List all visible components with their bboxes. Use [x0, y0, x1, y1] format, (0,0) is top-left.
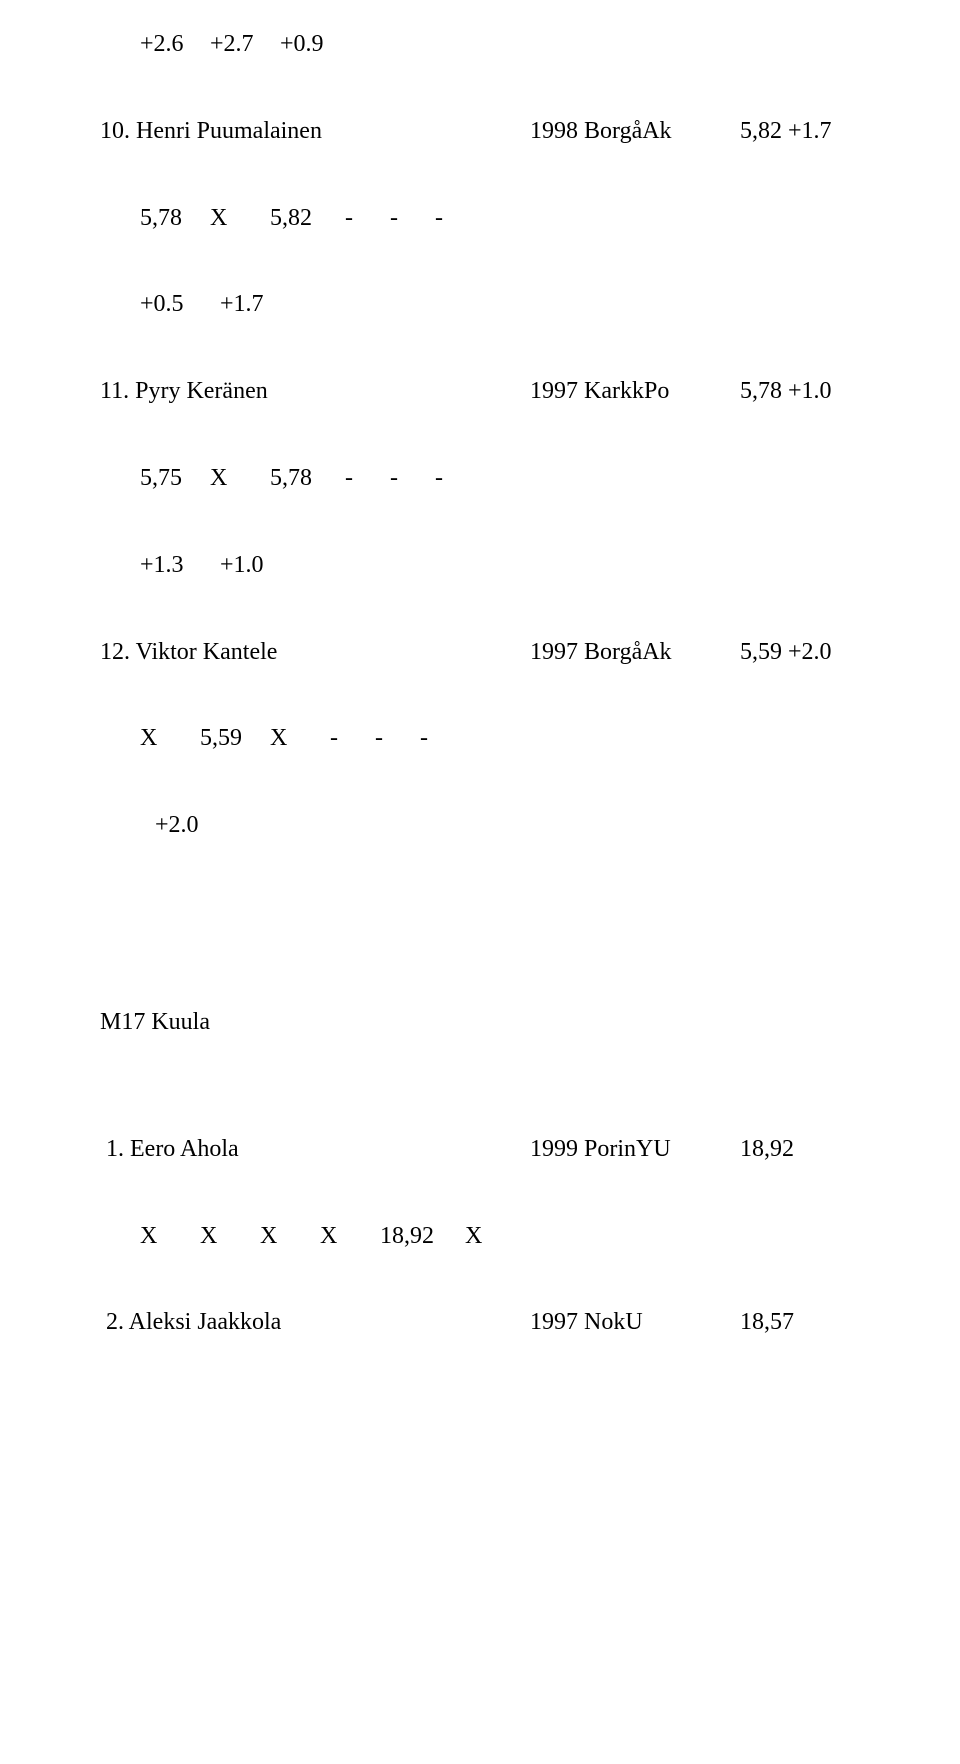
attempt-value: X — [200, 1222, 260, 1251]
attempt-value: 5,59 — [200, 724, 270, 753]
attempt-value: X — [140, 1222, 200, 1251]
rank-name: 2. Aleksi Jaakkola — [100, 1308, 530, 1337]
year-club: 1997 KarkkPo — [530, 377, 740, 406]
attempt-value: 5,78 — [270, 464, 345, 493]
attempts-row: X 5,59 X - - - — [100, 724, 860, 753]
attempt-value: X — [465, 1222, 482, 1251]
score: 18,57 — [740, 1308, 860, 1337]
result-row: 10. Henri Puumalainen 1998 BorgåAk 5,82 … — [100, 117, 860, 146]
wind-value: +2.6 — [140, 30, 210, 59]
year-club: 1998 BorgåAk — [530, 117, 740, 146]
wind-value: +0.5 — [140, 290, 220, 319]
wind-value: +2.7 — [210, 30, 280, 59]
attempt-value: 5,75 — [140, 464, 210, 493]
attempt-value: X — [210, 464, 270, 493]
score: 5,82 +1.7 — [740, 117, 860, 146]
year-club: 1997 BorgåAk — [530, 638, 740, 667]
wind-value: +1.3 — [140, 551, 220, 580]
attempts-row: 5,75 X 5,78 - - - — [100, 464, 860, 493]
attempt-value: - — [345, 204, 390, 233]
attempt-value: - — [435, 464, 455, 493]
attempts-row: X X X X 18,92 X — [100, 1222, 860, 1251]
result-row: 2. Aleksi Jaakkola 1997 NokU 18,57 — [100, 1308, 860, 1337]
rank-name: 1. Eero Ahola — [100, 1135, 530, 1164]
attempt-value: - — [345, 464, 390, 493]
score: 18,92 — [740, 1135, 860, 1164]
result-row: 12. Viktor Kantele 1997 BorgåAk 5,59 +2.… — [100, 638, 860, 667]
attempt-value: 5,82 — [270, 204, 345, 233]
year-club: 1997 NokU — [530, 1308, 740, 1337]
wind-row-top: +2.6 +2.7 +0.9 — [100, 30, 860, 59]
wind-value: +1.0 — [220, 551, 280, 580]
wind-row: +2.0 — [100, 811, 860, 840]
attempt-value: - — [435, 204, 455, 233]
score: 5,78 +1.0 — [740, 377, 860, 406]
attempt-value: - — [375, 724, 420, 753]
attempt-value: - — [420, 724, 440, 753]
attempt-value: X — [320, 1222, 380, 1251]
attempt-value: - — [390, 204, 435, 233]
score: 5,59 +2.0 — [740, 638, 860, 667]
attempt-value: X — [260, 1222, 320, 1251]
wind-row: +1.3 +1.0 — [100, 551, 860, 580]
section-title-text: M17 Kuula — [100, 1008, 210, 1037]
year-club: 1999 PorinYU — [530, 1135, 740, 1164]
attempt-value: X — [210, 204, 270, 233]
section-title: M17 Kuula — [100, 1008, 860, 1037]
rank-name: 10. Henri Puumalainen — [100, 117, 530, 146]
wind-value: +0.9 — [280, 30, 324, 59]
wind-value: +2.0 — [155, 811, 235, 840]
attempt-value: 5,78 — [140, 204, 210, 233]
attempt-value: - — [330, 724, 375, 753]
attempts-row: 5,78 X 5,82 - - - — [100, 204, 860, 233]
result-row: 11. Pyry Keränen 1997 KarkkPo 5,78 +1.0 — [100, 377, 860, 406]
rank-name: 11. Pyry Keränen — [100, 377, 530, 406]
result-row: 1. Eero Ahola 1999 PorinYU 18,92 — [100, 1135, 860, 1164]
attempt-value: X — [270, 724, 330, 753]
attempt-value: 18,92 — [380, 1222, 465, 1251]
wind-value: +1.7 — [220, 290, 280, 319]
wind-row: +0.5 +1.7 — [100, 290, 860, 319]
attempt-value: - — [390, 464, 435, 493]
rank-name: 12. Viktor Kantele — [100, 638, 530, 667]
attempt-value: X — [140, 724, 200, 753]
